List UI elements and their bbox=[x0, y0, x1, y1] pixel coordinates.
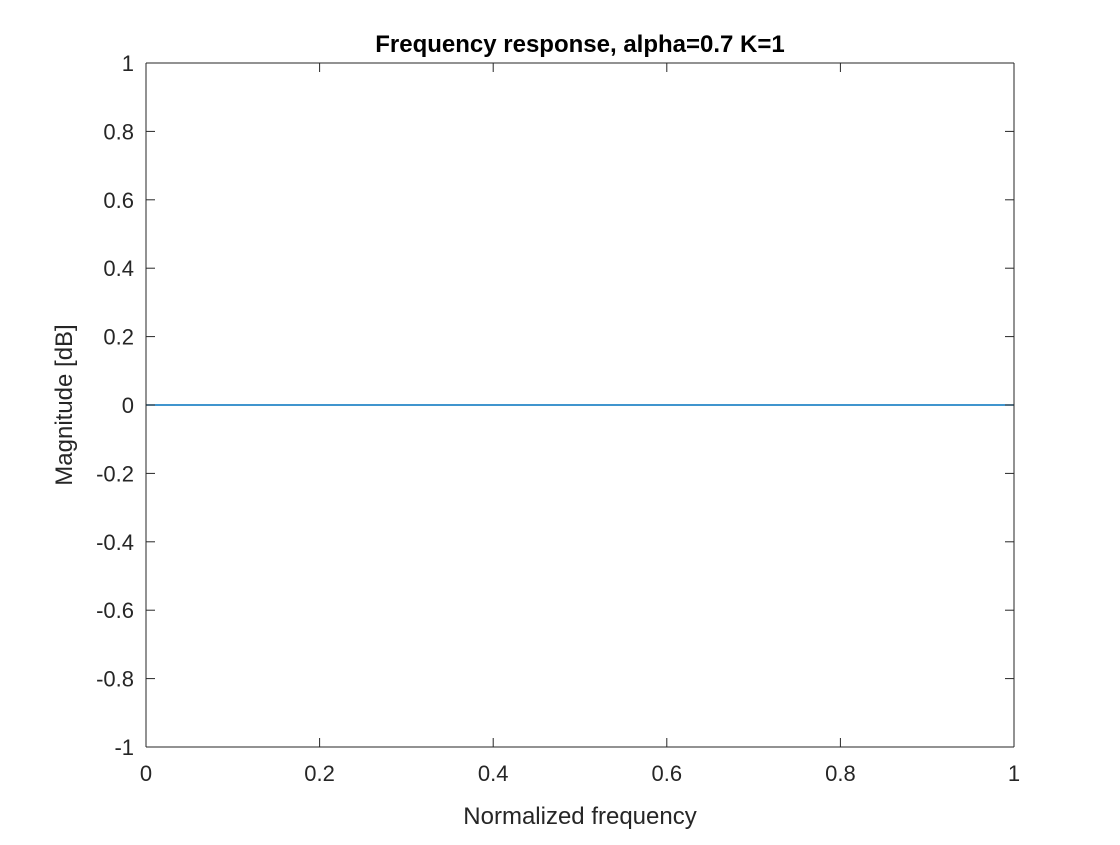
y-axis-title: Magnitude [dB] bbox=[51, 324, 78, 485]
y-tick-label: 0.8 bbox=[103, 119, 134, 144]
y-tick-label: 0.6 bbox=[103, 188, 134, 213]
y-tick-label: -0.4 bbox=[96, 530, 134, 555]
x-tick-label: 1 bbox=[1008, 761, 1020, 786]
x-tick-label: 0.6 bbox=[652, 761, 683, 786]
y-tick-label: 1 bbox=[122, 51, 134, 76]
y-tick-label: -1 bbox=[114, 735, 134, 760]
y-tick-label: -0.8 bbox=[96, 667, 134, 692]
y-tick-label: 0.4 bbox=[103, 256, 134, 281]
chart-title: Frequency response, alpha=0.7 K=1 bbox=[375, 31, 785, 58]
x-tick-label: 0 bbox=[140, 761, 152, 786]
y-tick-label: -0.2 bbox=[96, 461, 134, 486]
x-tick-label: 0.2 bbox=[304, 761, 335, 786]
x-axis-title: Normalized frequency bbox=[463, 803, 696, 830]
x-tick-label: 0.8 bbox=[825, 761, 856, 786]
x-tick-label: 0.4 bbox=[478, 761, 509, 786]
y-tick-label: 0.2 bbox=[103, 325, 134, 350]
y-tick-label: 0 bbox=[122, 393, 134, 418]
y-tick-label: -0.6 bbox=[96, 598, 134, 623]
